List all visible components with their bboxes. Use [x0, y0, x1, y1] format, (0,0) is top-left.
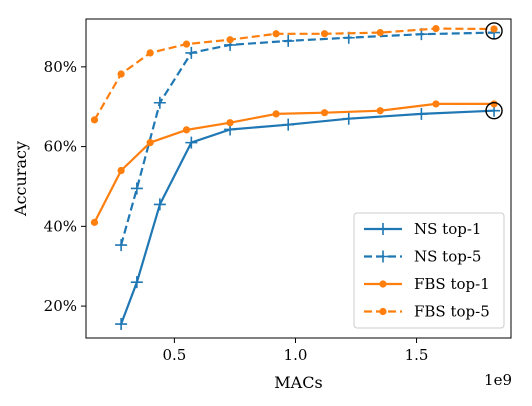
x-tick-label: 1.0	[284, 346, 308, 364]
highlight-circle	[485, 22, 503, 40]
data-point	[185, 46, 198, 59]
legend-label: FBS top-1	[414, 275, 490, 293]
data-point	[320, 109, 329, 117]
data-point	[130, 276, 143, 289]
y-tick-label: 40%	[44, 217, 77, 235]
legend-label: NS top-1	[414, 220, 481, 238]
series-fbs-top-1	[90, 100, 498, 226]
data-point	[432, 24, 440, 33]
data-point	[153, 198, 166, 211]
data-point	[115, 318, 128, 331]
data-point	[282, 34, 295, 47]
y-axis-label: Accuracy	[11, 141, 30, 217]
data-point	[432, 100, 440, 108]
series-line	[93, 102, 494, 223]
legend: NS top-1 NS top-5 FBS top-1 FBS top-5	[353, 212, 505, 329]
annotation-layer	[485, 22, 503, 120]
data-point	[272, 30, 280, 38]
legend-label: NS top-5	[414, 248, 481, 266]
data-point	[90, 116, 99, 124]
series-layer	[90, 24, 501, 331]
data-point	[182, 126, 191, 134]
data-point	[146, 139, 154, 147]
data-point	[320, 30, 329, 38]
series-fbs-top-5	[90, 24, 498, 124]
data-point	[185, 136, 198, 149]
data-point	[153, 96, 166, 109]
data-point	[226, 36, 234, 44]
data-point	[90, 218, 99, 226]
series-ns-top-1	[115, 104, 501, 331]
x-tick-label: 1.5	[405, 346, 429, 364]
y-tick-label: 60%	[44, 138, 77, 156]
x-axis-offset-label: 1e9	[484, 371, 512, 389]
data-point	[490, 25, 498, 33]
y-tick-label: 20%	[44, 297, 77, 315]
series-line	[93, 27, 495, 121]
y-axis-ticks: 20% 40% 60% 80%	[44, 58, 86, 315]
y-tick-label: 80%	[44, 58, 77, 76]
data-point	[146, 49, 154, 57]
data-point	[377, 250, 389, 263]
data-point	[379, 307, 387, 316]
x-tick-label: 0.5	[162, 346, 186, 364]
data-point	[377, 223, 389, 235]
data-point	[117, 70, 125, 78]
highlight-circle	[485, 102, 503, 120]
data-point	[182, 40, 191, 48]
legend-label: FBS top-5	[414, 303, 490, 321]
data-point	[117, 166, 125, 175]
data-point	[342, 112, 355, 125]
series-ns-top-5	[115, 26, 501, 252]
data-point	[272, 110, 280, 118]
legend-box	[353, 212, 505, 329]
data-point	[415, 107, 428, 120]
data-point	[379, 280, 387, 288]
data-point	[376, 28, 384, 37]
data-point	[490, 100, 498, 108]
data-point	[130, 182, 143, 195]
data-point	[376, 107, 384, 115]
data-point	[115, 239, 128, 252]
x-axis-label: MACs	[274, 373, 322, 392]
x-axis-ticks: 0.5 1.0 1.5	[162, 338, 428, 364]
axes-frame	[85, 18, 512, 339]
data-point	[282, 118, 295, 131]
data-point	[226, 119, 234, 127]
